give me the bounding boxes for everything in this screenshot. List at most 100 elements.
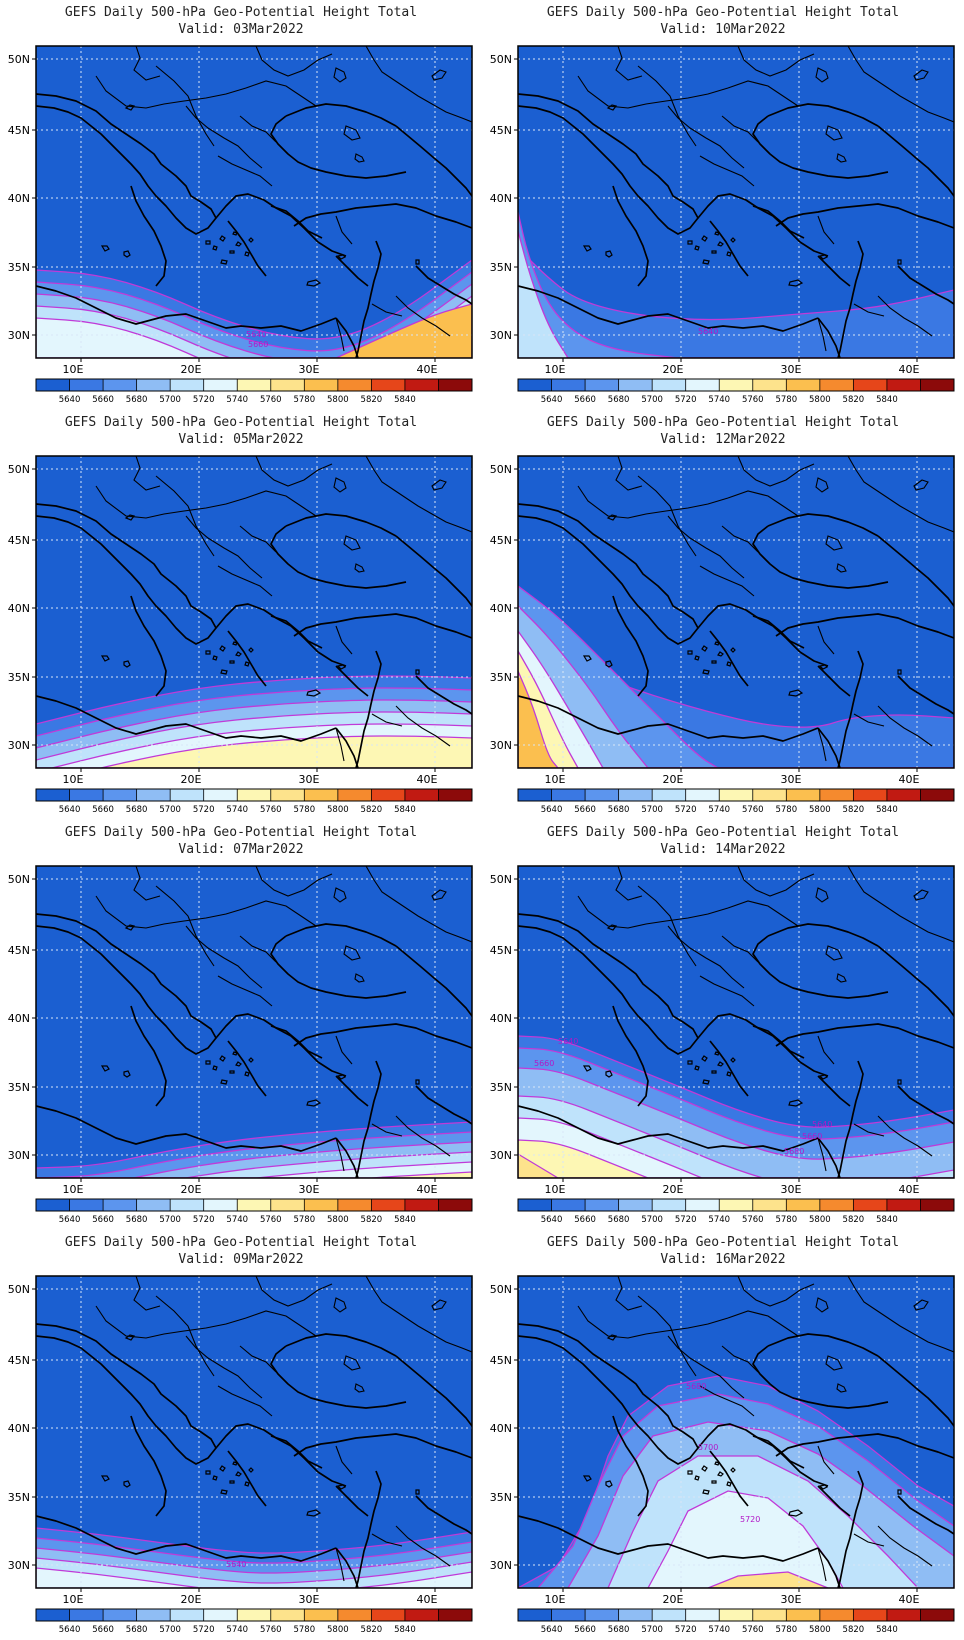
island <box>818 254 829 260</box>
country-border <box>577 75 729 109</box>
country-border <box>335 1445 353 1475</box>
colorbar-label: 5800 <box>327 1215 349 1225</box>
colorbar-swatch <box>886 379 921 391</box>
country-border <box>239 935 277 963</box>
island <box>212 1065 218 1071</box>
colorbar-swatch <box>136 789 171 801</box>
lat-tick-label: 45N <box>8 1354 30 1367</box>
colorbar-swatch <box>853 1199 888 1211</box>
coastline <box>227 630 267 687</box>
island <box>219 645 226 652</box>
country-border <box>335 1547 345 1582</box>
island <box>100 655 110 662</box>
island <box>229 1480 235 1484</box>
lat-tick-label: 35N <box>490 1081 512 1094</box>
colorbar-label: 5700 <box>641 1215 663 1225</box>
island <box>788 1099 804 1107</box>
country-border <box>737 1276 815 1307</box>
island <box>606 1334 618 1341</box>
contour-label: 5640 <box>698 327 718 336</box>
contour-label: 5660 <box>534 1059 554 1068</box>
island <box>244 1481 250 1487</box>
country-border <box>667 515 745 579</box>
coastline <box>897 1495 954 1535</box>
country-border <box>365 1276 472 1353</box>
colorbar-swatch <box>786 379 821 391</box>
colorbar-label: 5760 <box>742 1215 764 1225</box>
coastline <box>752 205 805 239</box>
colorbar-swatch <box>203 1199 238 1211</box>
island <box>415 259 420 265</box>
island <box>205 1060 211 1065</box>
country-border <box>877 1525 933 1567</box>
country-border <box>245 1310 317 1337</box>
colorbar-label: 5720 <box>675 395 697 405</box>
lon-tick-label: 10E <box>545 1593 566 1606</box>
colorbar-label: 5780 <box>775 1215 797 1225</box>
country-border <box>335 1035 353 1065</box>
colorbar-swatch <box>551 789 586 801</box>
island <box>306 1099 322 1107</box>
colorbar-swatch <box>270 1199 305 1211</box>
country-border <box>699 565 755 597</box>
country-border <box>877 295 933 337</box>
island <box>818 1484 829 1490</box>
island <box>235 241 242 247</box>
colorbar-swatch <box>69 1609 104 1621</box>
colorbar-swatch <box>438 789 473 801</box>
coastline <box>335 1075 369 1107</box>
country-border <box>615 1276 643 1311</box>
coastline <box>817 1547 841 1588</box>
colorbar-label: 5720 <box>193 1215 215 1225</box>
contour-band <box>518 1117 954 1178</box>
country-border <box>95 75 247 109</box>
colorbar-label: 5840 <box>876 805 898 815</box>
contour-label: 5720 <box>740 1515 760 1524</box>
coastline <box>775 1433 954 1459</box>
island <box>711 1070 717 1074</box>
lake <box>913 479 929 491</box>
island <box>606 104 618 111</box>
colorbar-swatch <box>752 789 787 801</box>
island <box>711 1480 717 1484</box>
lon-tick-label: 40E <box>899 1593 920 1606</box>
contour-label: 5700 <box>698 1443 718 1452</box>
colorbar-label: 5640 <box>59 395 81 405</box>
colorbar-swatch <box>404 1609 439 1621</box>
coastline <box>518 1323 699 1465</box>
panel-title: GEFS Daily 500-hPa Geo-Potential Height … <box>546 1235 900 1250</box>
lat-tick-label: 30N <box>490 1149 512 1162</box>
lat-tick-label: 45N <box>8 944 30 957</box>
colorbar-label: 5720 <box>675 1625 697 1635</box>
country-border <box>239 115 277 143</box>
coastline <box>752 1025 805 1059</box>
lat-tick-label: 45N <box>490 1354 512 1367</box>
colorbar-swatch <box>103 1199 137 1211</box>
lon-tick-label: 40E <box>899 1183 920 1196</box>
lat-tick-label: 40N <box>490 192 512 205</box>
country-border <box>637 475 697 557</box>
island <box>219 1465 226 1472</box>
coastline <box>285 103 397 127</box>
island <box>248 1467 254 1473</box>
island <box>702 669 710 675</box>
coastline <box>395 535 472 607</box>
lake <box>815 477 829 493</box>
colorbar-swatch <box>719 379 754 391</box>
lake <box>431 69 447 81</box>
panel-valid-date: Valid: 05Mar2022 <box>178 432 304 447</box>
lon-tick-label: 30E <box>781 773 802 786</box>
map-frame <box>517 865 955 1179</box>
coastline <box>877 1355 954 1427</box>
island <box>232 641 238 646</box>
colorbar-swatch <box>752 379 787 391</box>
island <box>702 1079 710 1085</box>
country-border <box>217 565 273 597</box>
lon-tick-label: 40E <box>899 773 920 786</box>
lake <box>913 889 929 901</box>
island <box>717 241 724 247</box>
country-border <box>133 866 161 901</box>
lon-tick-label: 20E <box>663 1183 684 1196</box>
colorbar-label: 5760 <box>742 805 764 815</box>
